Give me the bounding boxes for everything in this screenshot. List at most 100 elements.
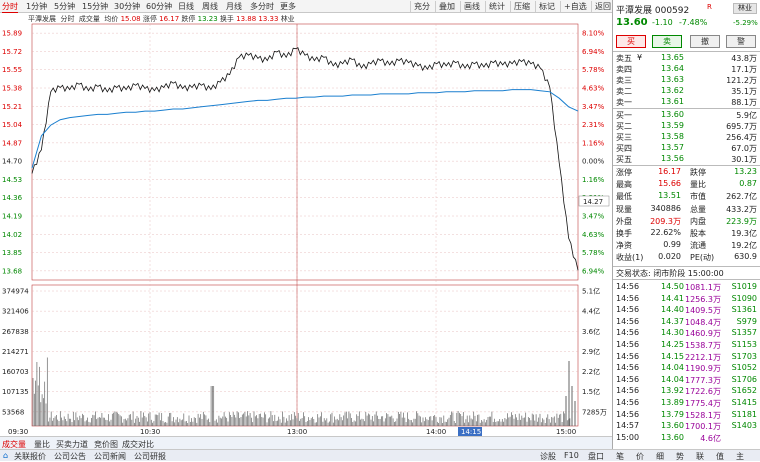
status-link-3[interactable]: 公司研报 xyxy=(134,452,166,461)
period-tab-0[interactable]: 分时 xyxy=(2,2,18,13)
tick-side: S1403 xyxy=(731,421,757,431)
status-link-1[interactable]: 公司公告 xyxy=(54,452,86,461)
buy-level-price: 13.57 xyxy=(661,143,684,152)
sector-tag[interactable]: 林业 xyxy=(733,3,757,14)
stat-label-2: 内盘 xyxy=(690,216,706,226)
quote-footer-tab-6[interactable]: 主 xyxy=(736,452,744,461)
toolbar-button-6[interactable]: +自选 xyxy=(560,1,587,12)
tick-side: S1019 xyxy=(731,282,757,291)
amount-tick-label: 2.9亿 xyxy=(582,347,600,356)
price-tick-label: 14.87 xyxy=(2,139,22,147)
period-tab-6[interactable]: 日线 xyxy=(178,2,194,11)
tick-price: 14.04 xyxy=(661,374,684,384)
toolbar-button-7[interactable]: 返回 xyxy=(591,1,611,12)
tick-row: 15:00 13.60 4.6亿 xyxy=(613,433,760,444)
period-tab-3[interactable]: 15分钟 xyxy=(82,2,109,11)
tick-row: 14:56 14.04 1777.3万 S1706 xyxy=(613,375,760,386)
toolbar-button-1[interactable]: 叠加 xyxy=(435,1,455,12)
period-tab-7[interactable]: 周线 xyxy=(202,2,218,11)
period-tab-4[interactable]: 30分钟 xyxy=(114,2,141,11)
tick-row: 14:56 14.50 1081.1万 S1019 xyxy=(613,282,760,293)
intraday-chart[interactable]: 15.89 8.10% 15.72 6.94% 15.55 5.78% 15.38 4.63%… xyxy=(0,0,612,436)
tick-side: S1052 xyxy=(731,363,757,373)
pct-tick-label: 3.47% xyxy=(582,103,605,111)
status-right-0[interactable]: 诊股 xyxy=(540,452,556,461)
status-link-2[interactable]: 公司新闻 xyxy=(94,452,126,461)
tick-row: 14:56 14.04 1190.9万 S1052 xyxy=(613,363,760,374)
volume-plot-border xyxy=(31,284,579,427)
cursor-price-label: 14.27 xyxy=(583,198,603,206)
toolbar-button-0[interactable]: 充分 xyxy=(410,1,430,12)
tick-volume: 1048.4万 xyxy=(685,317,721,327)
stat-label-2: 股本 xyxy=(690,229,706,238)
tick-price: 14.50 xyxy=(661,282,684,291)
tick-time: 14:57 xyxy=(616,421,640,431)
sell-level-row: 卖五 ¥13.65 43.8万 xyxy=(613,53,760,64)
quote-panel: 平潭发展 000592 R 林业 13.60 -1.10 -7.48% -5.2… xyxy=(612,0,760,449)
info-item-2: 成交量 xyxy=(78,15,100,23)
price-plot-border xyxy=(31,23,579,281)
status-right-2[interactable]: 盘口 xyxy=(588,452,604,461)
period-tab-8[interactable]: 月线 xyxy=(226,2,242,11)
price-change: -1.10 xyxy=(652,18,673,27)
tick-side: S1357 xyxy=(731,328,757,338)
period-tab-9[interactable]: 多分时 xyxy=(250,2,274,11)
amount-tick-label: 7285万 xyxy=(582,408,607,416)
indicator-tab-1[interactable]: 量比 xyxy=(34,440,50,449)
cancel-order-button[interactable]: 撤 xyxy=(690,35,720,48)
tick-row: 14:56 14.25 1538.7万 S1153 xyxy=(613,340,760,351)
sell-level-flag: ¥ xyxy=(637,53,643,62)
quote-footer-tab-2[interactable]: 细 xyxy=(656,452,664,461)
quote-footer-tab-4[interactable]: 联 xyxy=(696,452,704,461)
period-tab-10[interactable]: 更多 xyxy=(280,2,296,11)
period-tab-1[interactable]: 1分钟 xyxy=(26,2,48,11)
volume-tick-label: 53568 xyxy=(2,408,24,416)
indicator-tab-0[interactable]: 成交量 xyxy=(2,440,26,449)
price-tick-label: 15.38 xyxy=(2,85,22,93)
indicator-tab-2[interactable]: 买卖力道 xyxy=(56,440,88,449)
buy-level-row: 买五 13.56 30.1万 xyxy=(613,154,760,165)
indicator-tab-3[interactable]: 竞价图 xyxy=(94,440,118,449)
buy-level-label: 买四 xyxy=(616,144,632,153)
tick-row: 14:56 14.37 1048.4万 S979 xyxy=(613,317,760,328)
buy-level-volume: 5.9亿 xyxy=(736,111,757,120)
status-right-1[interactable]: F10 xyxy=(564,451,579,460)
indicator-tab-4[interactable]: 成交对比 xyxy=(122,440,154,449)
cursor-time-label: 14:15 xyxy=(461,428,481,436)
pct-tick-label: 8.10% xyxy=(582,30,605,38)
tick-volume: 1700.1万 xyxy=(685,422,721,432)
stat-row: 外盘 209.3万 内盘 223.9万 xyxy=(613,216,760,227)
buy-level-volume: 695.7万 xyxy=(726,122,757,131)
quote-footer-tab-5[interactable]: 值 xyxy=(716,452,724,461)
stat-label-2: 总量 xyxy=(690,204,706,214)
tick-row: 14:56 13.89 1775.4万 S1415 xyxy=(613,398,760,409)
quote-footer-tab-0[interactable]: 笔 xyxy=(616,452,624,461)
sell-level-volume: 121.2万 xyxy=(726,76,757,85)
period-tab-5[interactable]: 60分钟 xyxy=(146,2,173,11)
quote-footer-tab-1[interactable]: 价 xyxy=(636,452,644,461)
pct-tick-label: 4.63% xyxy=(582,85,605,93)
period-tab-2[interactable]: 5分钟 xyxy=(54,2,76,11)
toolbar-button-2[interactable]: 画线 xyxy=(460,1,480,12)
stat-label: 最低 xyxy=(616,192,632,202)
price-tick-label: 15.89 xyxy=(2,30,22,38)
last-price: 13.60 xyxy=(616,17,648,28)
alert-button[interactable]: 警 xyxy=(726,35,756,48)
tick-row: 14:56 14.30 1460.9万 S1357 xyxy=(613,328,760,339)
quote-title-row: 平潭发展 000592 R 林业 xyxy=(613,3,760,16)
buy-level-label: 买三 xyxy=(616,133,632,142)
toolbar-button-4[interactable]: 压缩 xyxy=(510,1,530,12)
sell-level-price: 13.65 xyxy=(661,53,684,62)
tick-side: S1181 xyxy=(731,409,757,419)
toolbar-button-5[interactable]: 标记 xyxy=(535,1,555,12)
stat-value-2: 19.2亿 xyxy=(731,241,757,251)
price-pct: -7.48% xyxy=(679,18,708,27)
toolbar-button-3[interactable]: 统计 xyxy=(485,1,505,12)
buy-button[interactable]: 买 xyxy=(616,35,646,48)
pct-tick-label: 5.78% xyxy=(582,66,605,74)
status-link-0[interactable]: 关联报价 xyxy=(14,452,46,461)
sell-button[interactable]: 卖 xyxy=(652,35,682,48)
status-home-icon[interactable]: ⌂ xyxy=(3,451,9,460)
quote-footer-tab-3[interactable]: 势 xyxy=(676,452,684,461)
tick-volume: 1460.9万 xyxy=(685,329,721,339)
